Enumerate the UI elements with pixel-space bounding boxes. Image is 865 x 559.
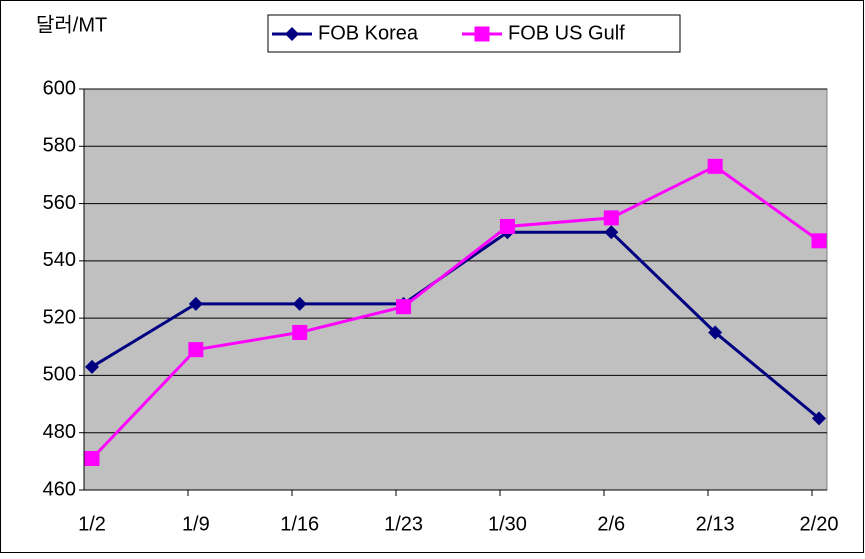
- data-point: [499, 218, 515, 234]
- plot-area: [83, 88, 828, 491]
- data-point: [396, 299, 412, 315]
- data-point: [707, 158, 723, 174]
- data-point: [188, 296, 203, 311]
- legend-marker: [285, 27, 299, 41]
- y-tick-label: 600: [43, 77, 76, 99]
- x-tick-label: 2/6: [597, 513, 625, 535]
- y-tick-label: 500: [43, 364, 76, 386]
- data-point: [708, 325, 723, 340]
- data-point: [604, 225, 619, 240]
- data-point: [84, 450, 100, 466]
- legend-label: FOB Korea: [318, 22, 419, 44]
- data-point: [603, 210, 619, 226]
- y-tick-label: 580: [43, 135, 76, 157]
- data-point: [85, 359, 99, 374]
- data-point: [292, 296, 307, 311]
- legend-marker: [474, 26, 490, 42]
- y-tick-label: 480: [43, 421, 76, 443]
- x-tick-label: 2/13: [696, 513, 735, 535]
- data-point: [292, 324, 308, 340]
- y-tick-label: 520: [43, 306, 76, 328]
- x-tick-label: 1/30: [488, 513, 527, 535]
- x-tick-label: 1/16: [280, 513, 319, 535]
- data-point: [188, 342, 204, 358]
- data-point: [811, 233, 827, 249]
- y-tick-label: 560: [43, 192, 76, 214]
- data-point: [812, 411, 826, 426]
- x-tick-label: 1/23: [384, 513, 423, 535]
- x-tick-label: 2/20: [800, 513, 839, 535]
- series-line: [90, 164, 820, 460]
- y-tick-label: 460: [43, 478, 76, 500]
- x-tick-label: 1/2: [78, 513, 106, 535]
- x-tick-label: 1/9: [182, 513, 210, 535]
- y-tick-label: 540: [43, 249, 76, 271]
- legend-label: FOB US Gulf: [508, 22, 625, 44]
- y-axis-label: 달러/MT: [36, 13, 107, 36]
